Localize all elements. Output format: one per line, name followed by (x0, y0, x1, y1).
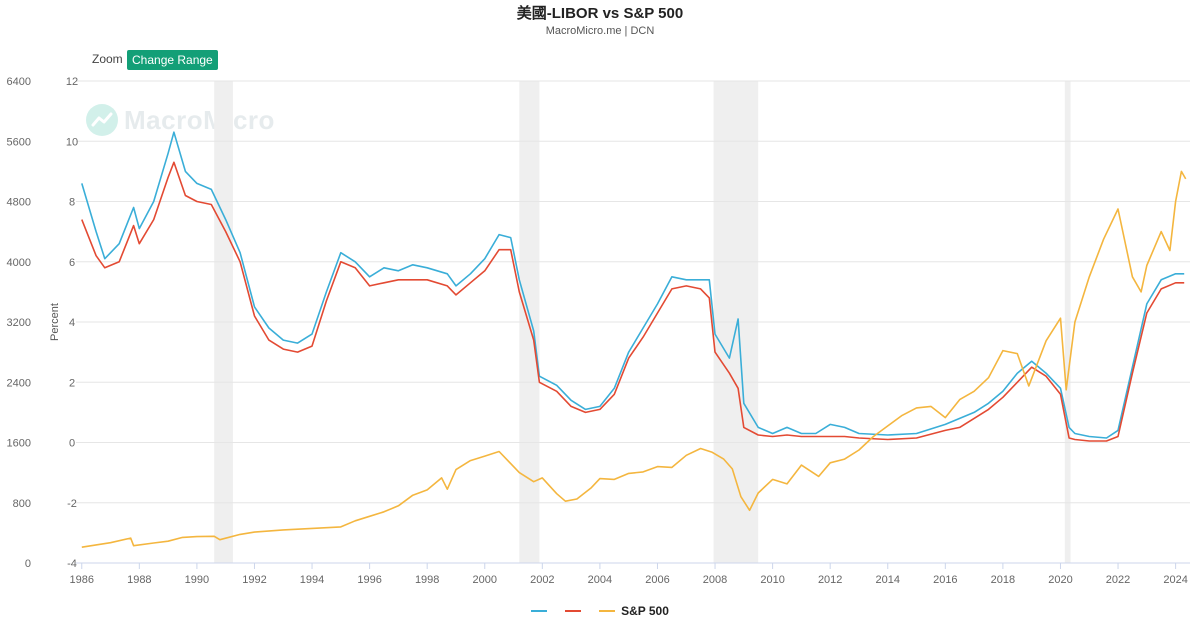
x-axis-tick-label: 2010 (760, 574, 784, 586)
x-axis-tick-label: 1998 (415, 574, 439, 586)
legend-swatch-blue (531, 610, 548, 612)
x-axis-tick-label: 2012 (818, 574, 842, 586)
x-axis-tick-label: 1992 (242, 574, 266, 586)
left-axis-tick-label: 6400 (7, 76, 31, 88)
left-axis: 0 800 1600 2400 3200 4000 4800 5600 6400 (7, 76, 31, 570)
change-range-button[interactable]: Change Range (127, 50, 218, 70)
right-axis-tick-label: -2 (67, 498, 77, 510)
x-axis-tick-label: 2018 (991, 574, 1015, 586)
legend-item-libor-2[interactable] (565, 610, 582, 612)
x-axis-tick-label: 2014 (876, 574, 900, 586)
y-axis-label: Percent (49, 303, 61, 341)
x-axis-tick-label: 1994 (300, 574, 324, 586)
legend-item-sp500[interactable]: S&P 500 (599, 604, 669, 618)
series-line-sp500 (81, 170, 1187, 548)
series-line-libor-blue (81, 131, 1185, 439)
x-axis-tick-label: 1996 (357, 574, 381, 586)
right-axis-tick-label: 6 (69, 257, 75, 269)
legend-swatch-red (565, 610, 582, 612)
grid-lines (76, 80, 1190, 564)
x-axis-tick-label: 2016 (933, 574, 957, 586)
x-axis-tick-label: 2000 (473, 574, 497, 586)
left-axis-tick-label: 2400 (7, 377, 31, 389)
x-axis-tick-label: 2020 (1048, 574, 1072, 586)
left-axis-tick-label: 1600 (7, 438, 31, 450)
left-axis-tick-label: 800 (13, 498, 31, 510)
x-axis-tick-label: 1986 (70, 574, 94, 586)
right-axis-tick-label: 2 (69, 377, 75, 389)
chart-title: 美國-LIBOR vs S&P 500 (516, 5, 684, 22)
x-axis-tick-label: 2024 (1163, 574, 1187, 586)
watermark-text: MacroMicro (124, 104, 275, 135)
macromicro-watermark: MacroMicro (86, 104, 275, 136)
left-axis-tick-label: 0 (25, 558, 31, 570)
series-lines (81, 131, 1187, 548)
x-axis-tick-label: 1990 (185, 574, 209, 586)
x-axis-tick-label: 2022 (1106, 574, 1130, 586)
right-axis-tick-label: -4 (67, 558, 77, 570)
x-axis-tick-label: 2004 (588, 574, 612, 586)
legend-label-sp500: S&P 500 (621, 604, 669, 618)
left-axis-tick-label: 4800 (7, 197, 31, 209)
right-axis-tick-label: 8 (69, 197, 75, 209)
x-axis: 1986 1988 1990 1992 1994 1996 1998 2000 2002 2004… (70, 562, 1190, 586)
zoom-label: Zoom (92, 52, 123, 66)
legend-swatch-yellow (599, 610, 616, 612)
right-axis-tick-label: 10 (66, 136, 78, 148)
chart-legend: S&P 500 (0, 604, 1200, 618)
right-axis-tick-label: 4 (69, 317, 75, 329)
left-axis-tick-label: 4000 (7, 257, 31, 269)
series-line-libor-red (81, 161, 1185, 442)
right-axis-tick-label: 0 (69, 438, 75, 450)
x-axis-tick-label: 2002 (530, 574, 554, 586)
macromicro-logo-icon (86, 104, 118, 136)
left-axis-tick-label: 3200 (7, 317, 31, 329)
right-axis: -4 -2 0 2 4 6 8 10 12 (66, 76, 78, 570)
chart-subtitle: MacroMicro.me | DCN (545, 25, 655, 37)
x-axis-tick-label: 2008 (703, 574, 727, 586)
x-axis-tick-label: 2006 (645, 574, 669, 586)
x-axis-tick-label: 1988 (127, 574, 151, 586)
chart-area: 0 800 1600 2400 3200 4000 4800 5600 6400 -4 -2 0 2 4… (7, 76, 1190, 586)
right-axis-tick-label: 12 (66, 76, 78, 88)
left-axis-tick-label: 5600 (7, 136, 31, 148)
legend-item-libor-1[interactable] (531, 610, 548, 612)
